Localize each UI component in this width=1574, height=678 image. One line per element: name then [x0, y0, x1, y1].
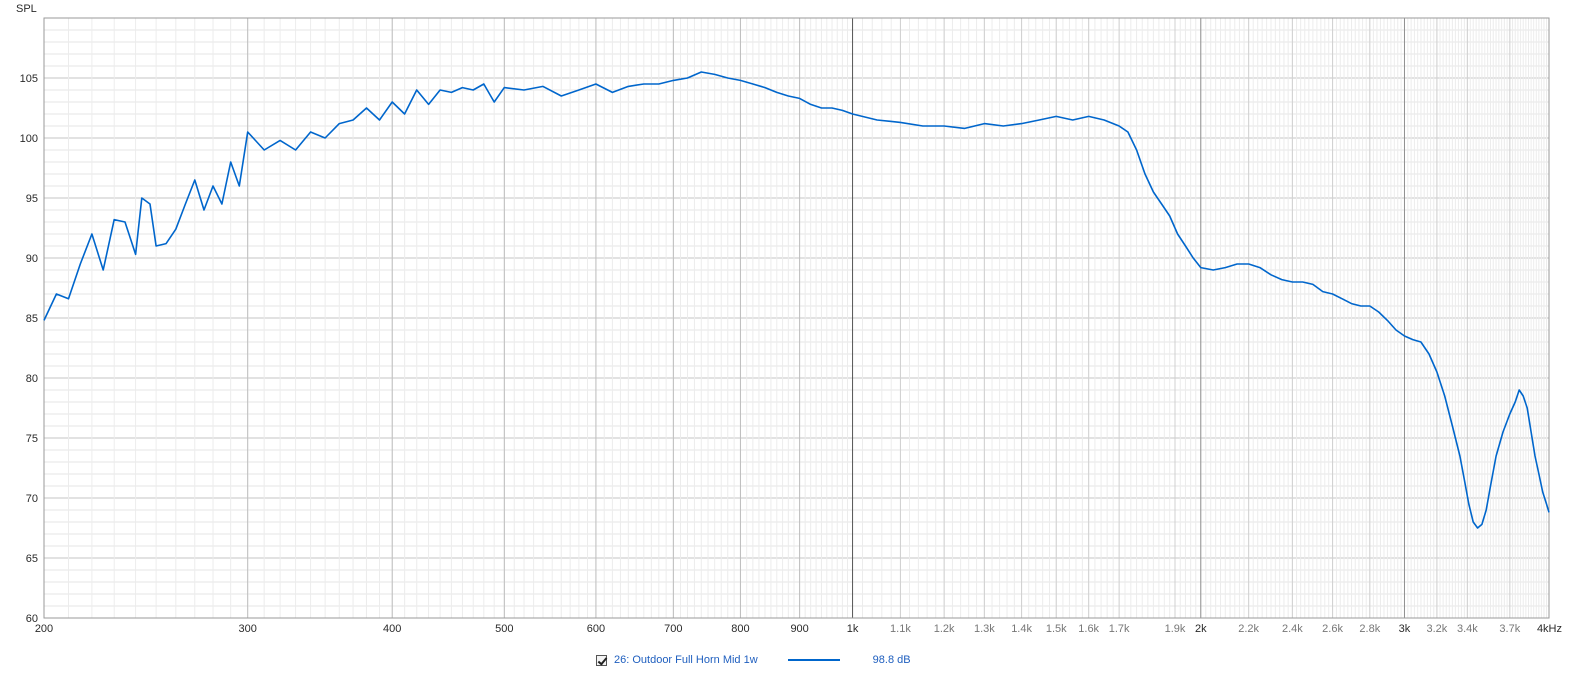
y-axis-ticks: 60 65 70 75 80 85 90 95 100 105	[20, 73, 38, 625]
y-tick-label: 100	[20, 133, 38, 145]
x-tick-label: 300	[239, 623, 257, 635]
x-tick-label-minor: 1.6k	[1078, 623, 1099, 635]
legend: 26: Outdoor Full Horn Mid 1w 98.8 dB	[596, 651, 911, 669]
legend-line-swatch	[787, 659, 840, 661]
x-tick-label: 600	[587, 623, 605, 635]
y-tick-label: 80	[26, 373, 38, 385]
x-tick-label-minor: 2.8k	[1359, 623, 1380, 635]
x-tick-label: 1k	[847, 623, 859, 635]
series-visibility-checkbox[interactable]	[596, 654, 607, 666]
series-layer	[43, 71, 1550, 529]
series-line	[43, 71, 1550, 529]
x-tick-label-minor: 1.4k	[1011, 623, 1032, 635]
x-tick-label-minor: 3.7k	[1499, 623, 1520, 635]
x-tick-label-minor: 2.2k	[1238, 623, 1259, 635]
x-tick-label-minor: 3.2k	[1426, 623, 1447, 635]
y-tick-label: 65	[26, 553, 38, 565]
x-tick-label-minor: 1.7k	[1109, 623, 1130, 635]
x-tick-label: 200	[35, 623, 53, 635]
y-tick-label: 105	[20, 73, 38, 85]
x-tick-label-minor: 1.1k	[890, 623, 911, 635]
x-axis-ticks: 200 300 400 500 600 700 800 900 1k 2k 3k 4kHz 1.1k 1.…	[35, 623, 1562, 635]
plot-area	[43, 17, 1550, 619]
legend-value: 98.8 dB	[872, 654, 911, 666]
legend-series-name[interactable]: 26: Outdoor Full Horn Mid 1w	[614, 654, 758, 666]
x-tick-label-minor: 2.4k	[1282, 623, 1303, 635]
y-tick-label: 70	[26, 493, 38, 505]
y-tick-label: 85	[26, 313, 38, 325]
spl-chart: 60 65 70 75 80 85 90 95 100 105 200 300 400 500 600 70…	[16, 3, 1562, 635]
x-tick-label: 900	[790, 623, 808, 635]
x-tick-label: 700	[664, 623, 682, 635]
x-tick-label: 500	[495, 623, 513, 635]
y-tick-label: 75	[26, 433, 38, 445]
y-tick-label: 95	[26, 193, 38, 205]
x-tick-label: 3k	[1399, 623, 1411, 635]
x-tick-label-minor: 1.9k	[1165, 623, 1186, 635]
x-tick-label: 800	[731, 623, 749, 635]
grid	[44, 18, 1549, 618]
y-tick-label: 90	[26, 253, 38, 265]
x-tick-label-minor: 2.6k	[1322, 623, 1343, 635]
x-tick-label: 2k	[1195, 623, 1207, 635]
x-tick-label-minor: 3.4k	[1457, 623, 1478, 635]
x-tick-label-minor: 1.3k	[974, 623, 995, 635]
y-tick-label: 60	[26, 613, 38, 625]
x-tick-label-minor: 1.5k	[1046, 623, 1067, 635]
x-tick-label: 4kHz	[1537, 623, 1562, 635]
y-axis-label: SPL	[16, 3, 37, 15]
x-tick-label-minor: 1.2k	[934, 623, 955, 635]
x-tick-label: 400	[383, 623, 401, 635]
